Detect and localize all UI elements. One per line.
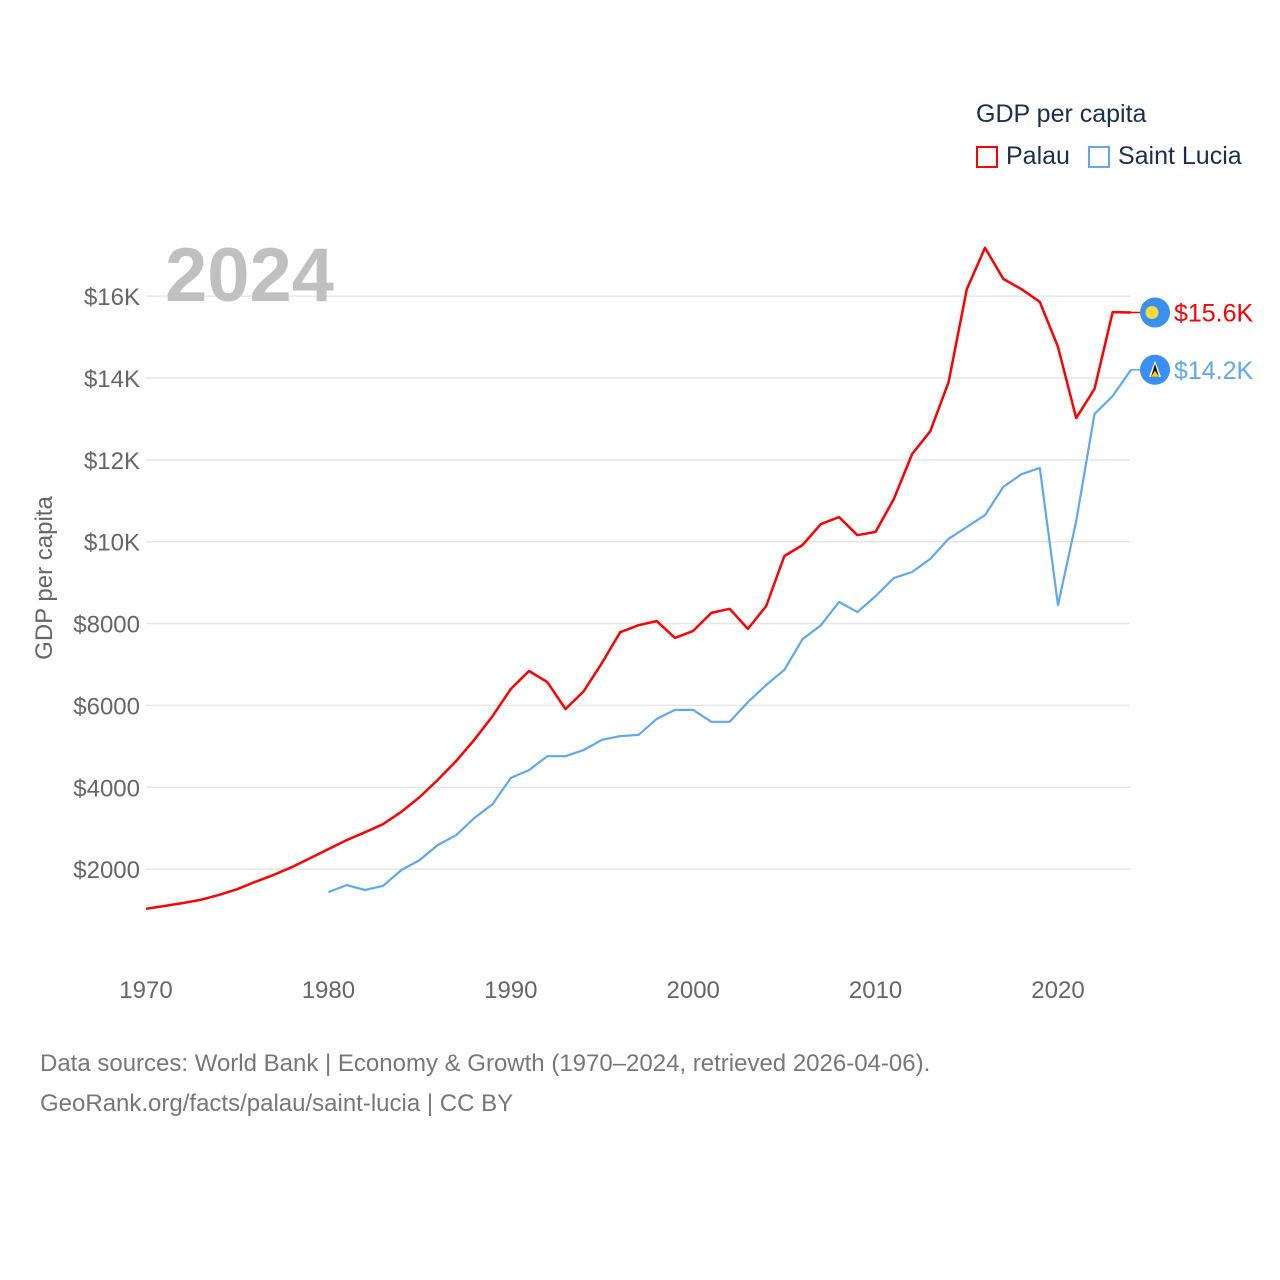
- y-tick-label: $12K: [84, 448, 140, 475]
- legend-swatch-palau: [976, 145, 998, 168]
- legend-label: Palau: [1006, 142, 1070, 170]
- end-value-label: $15.6K: [1174, 299, 1254, 327]
- legend-item-saint-lucia[interactable]: Saint Lucia: [1087, 142, 1242, 171]
- source-note: Data sources: World Bank | Economy & Gro…: [40, 1044, 930, 1124]
- y-tick-label: $8000: [73, 612, 140, 639]
- x-tick-label: 2000: [667, 977, 720, 1004]
- y-tick-label: $16K: [84, 284, 140, 311]
- end-value-label: $14.2K: [1174, 357, 1254, 385]
- flag-triangle-black: [1151, 363, 1159, 377]
- x-tick-label: 1990: [484, 977, 537, 1004]
- year-label: 2024: [165, 233, 334, 318]
- legend-swatch-saint-lucia: [1087, 145, 1110, 168]
- legend-label: Saint Lucia: [1117, 142, 1242, 170]
- flag-sun: [1145, 305, 1159, 319]
- legend-title: GDP per capita: [976, 100, 1147, 128]
- y-tick-label: $6000: [73, 693, 140, 720]
- legend: Palau Saint Lucia: [976, 142, 1260, 171]
- x-tick-label: 2020: [1031, 977, 1084, 1004]
- source-line-1: Data sources: World Bank | Economy & Gro…: [40, 1050, 931, 1077]
- y-axis-label: GDP per capita: [31, 496, 58, 660]
- y-tick-label: $2000: [73, 857, 140, 884]
- y-tick-label: $10K: [84, 530, 140, 557]
- x-tick-label: 1970: [119, 977, 172, 1004]
- y-tick-label: $4000: [73, 775, 140, 802]
- legend-item-palau[interactable]: Palau: [976, 142, 1070, 171]
- y-tick-label: $14K: [84, 366, 140, 393]
- source-line-2[interactable]: GeoRank.org/facts/palau/saint-lucia | CC…: [40, 1090, 514, 1117]
- series-line-saint-lucia: [328, 369, 1132, 894]
- series-line-palau: [145, 246, 1132, 911]
- x-tick-label: 2010: [849, 977, 902, 1004]
- flag-triangle-gold: [1151, 370, 1159, 377]
- x-tick-label: 1980: [302, 977, 355, 1004]
